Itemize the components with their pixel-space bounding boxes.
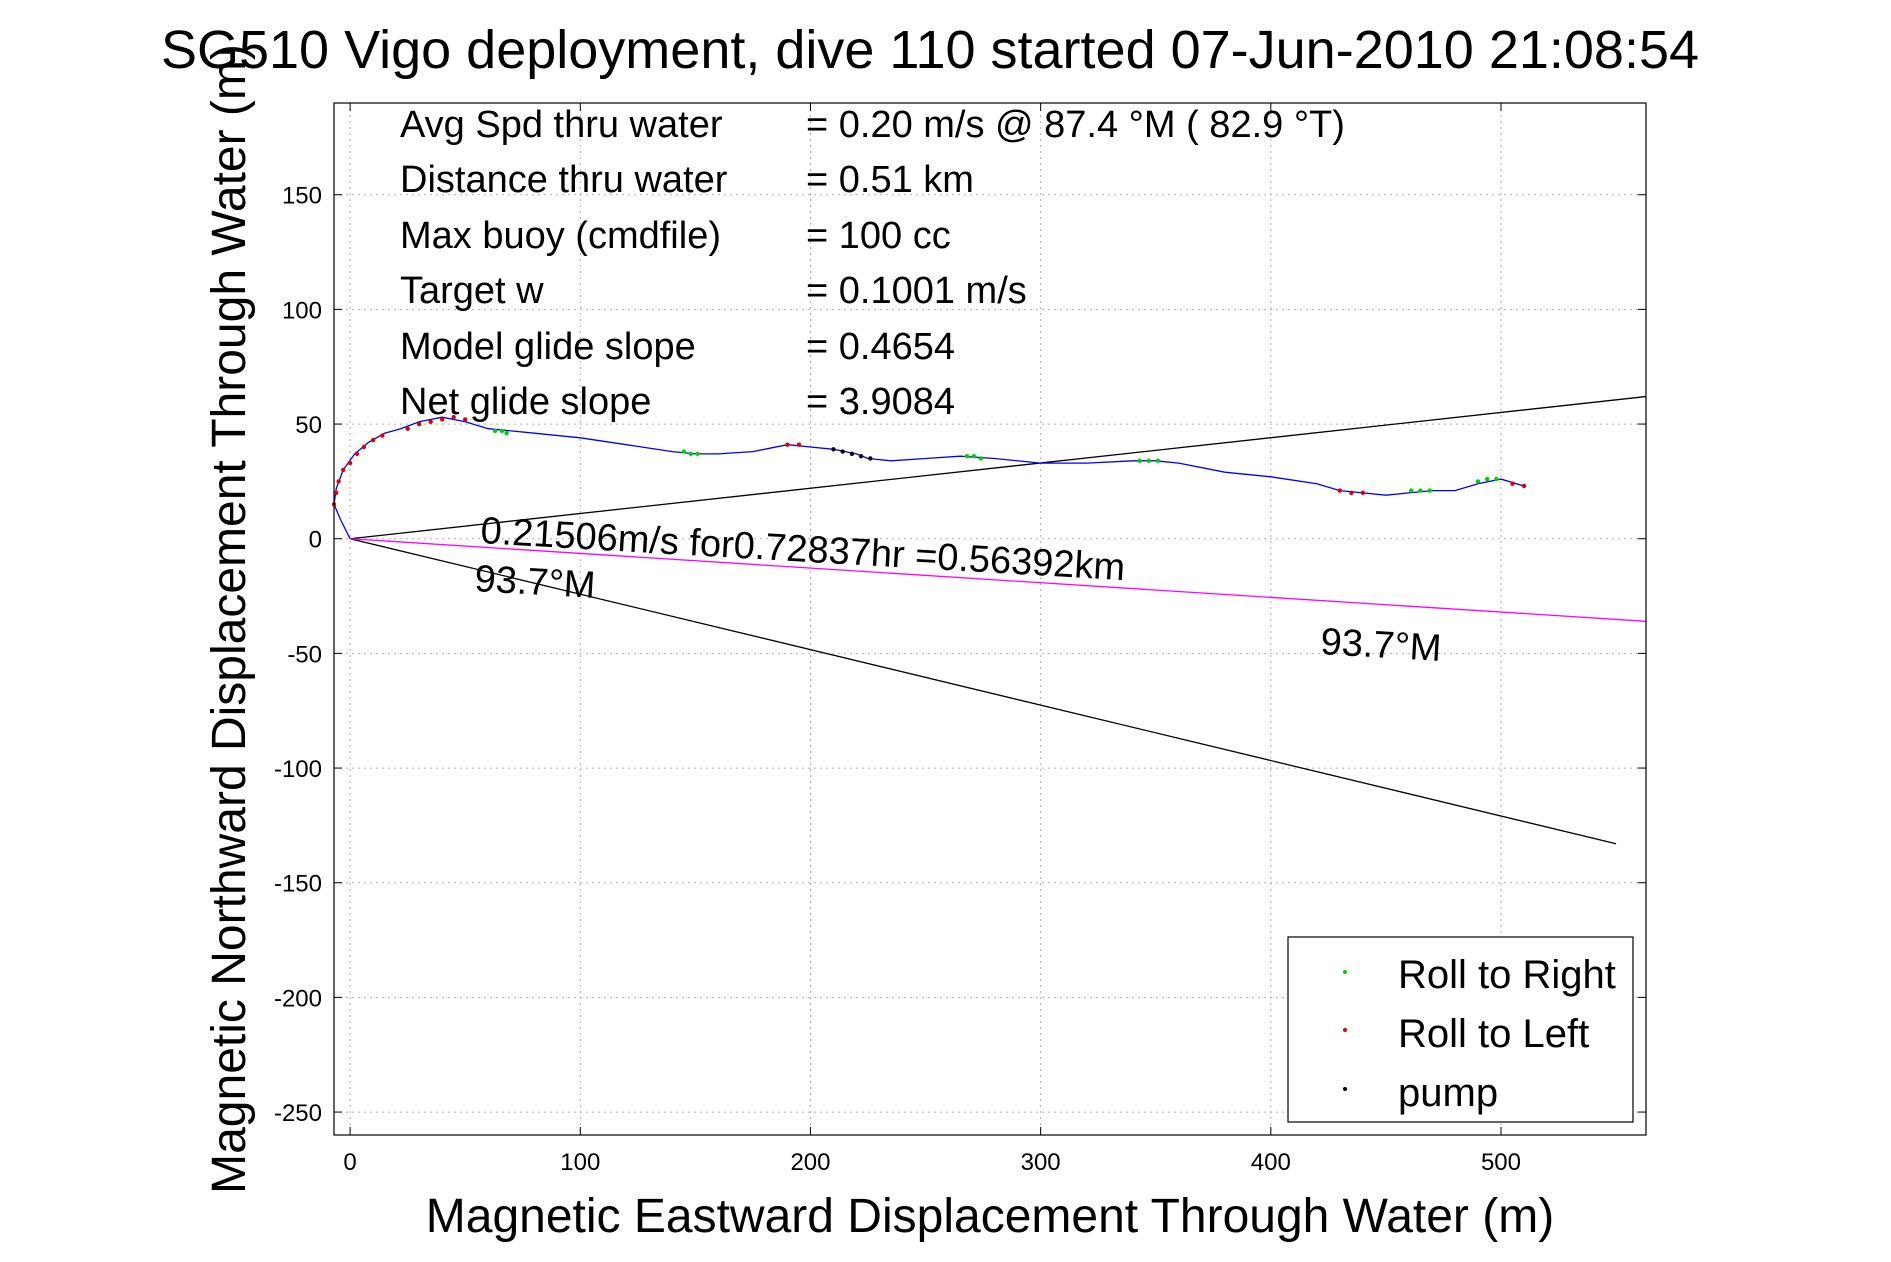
- y-axis-label: Magnetic Northward Displacement Through …: [203, 44, 256, 1194]
- marker-roll-to-right: [971, 453, 977, 459]
- reference-line: [350, 395, 1647, 540]
- marker-roll-to-right: [1418, 488, 1423, 493]
- x-tick-label: 0: [343, 1149, 356, 1176]
- legend-marker-roll-to-right: [1343, 970, 1347, 974]
- marker-roll-to-right: [492, 428, 498, 434]
- marker-roll-to-left: [785, 442, 790, 447]
- info-target-w-value: = 0.1001 m/s: [806, 270, 1027, 312]
- marker-roll-to-left: [439, 417, 445, 422]
- marker-roll-to-right: [978, 456, 983, 461]
- marker-roll-to-left: [354, 451, 360, 457]
- marker-roll-to-left: [1349, 490, 1354, 496]
- marker-roll-to-right: [1484, 476, 1490, 482]
- x-tick-label: 100: [560, 1149, 600, 1176]
- marker-pump: [858, 453, 864, 459]
- y-tick-label: -50: [287, 641, 322, 668]
- info-avg-speed-value: = 0.20 m/s @ 87.4 °M ( 82.9 °T): [806, 104, 1345, 146]
- legend-label-roll-to-right: Roll to Right: [1398, 953, 1616, 997]
- marker-roll-to-right: [1494, 476, 1499, 482]
- chart-title: SG510 Vigo deployment, dive 110 started …: [161, 20, 1699, 80]
- y-tick-label: -100: [274, 756, 322, 783]
- marker-roll-to-left: [1521, 483, 1527, 489]
- marker-roll-to-right: [1409, 488, 1414, 493]
- marker-roll-to-left: [428, 419, 433, 424]
- y-tick-label: -150: [274, 871, 322, 898]
- x-axis-ticks: 0 100 200 300 400 500: [343, 103, 1521, 1176]
- info-max-buoy-value: = 100 cc: [806, 215, 951, 257]
- y-axis-ticks: 150 100 50 0 -50 -100 -150 -200 -250: [274, 183, 1646, 1127]
- info-target-w-label: Target w: [400, 270, 544, 312]
- reference-line: [350, 538, 1647, 622]
- marker-roll-to-right: [1427, 488, 1432, 493]
- marker-roll-to-left: [1360, 490, 1366, 496]
- marker-roll-to-left: [796, 442, 802, 447]
- marker-roll-to-left: [1510, 481, 1515, 486]
- legend-label-pump: pump: [1398, 1071, 1498, 1115]
- marker-roll-to-right: [1137, 458, 1142, 463]
- y-tick-label: 100: [282, 297, 322, 324]
- info-avg-speed-label: Avg Spd thru water: [400, 104, 723, 146]
- heading-annotation: 93.7°M: [1319, 621, 1442, 670]
- marker-roll-to-left: [1337, 488, 1343, 493]
- marker-roll-to-left: [341, 467, 346, 473]
- marker-pump: [840, 449, 845, 454]
- y-tick-label: -250: [274, 1100, 322, 1127]
- y-tick-label: 50: [295, 412, 322, 439]
- x-axis-label: Magnetic Eastward Displacement Through W…: [426, 1190, 1554, 1243]
- y-tick-label: 150: [282, 183, 322, 210]
- marker-roll-to-left: [451, 414, 456, 420]
- info-distance-label: Distance thru water: [400, 159, 728, 201]
- legend-marker-roll-to-left: [1343, 1028, 1347, 1032]
- legend-label-roll-to-left: Roll to Left: [1398, 1012, 1589, 1056]
- info-model-glide-value: = 0.4654: [806, 326, 955, 368]
- marker-roll-to-left: [361, 444, 367, 450]
- markers: [331, 414, 1527, 507]
- marker-pump: [868, 456, 873, 461]
- marker-roll-to-left: [336, 479, 341, 484]
- y-tick-label: 0: [309, 527, 322, 554]
- marker-roll-to-left: [380, 433, 385, 438]
- info-model-glide-label: Model glide slope: [400, 326, 696, 368]
- x-tick-label: 300: [1021, 1149, 1061, 1176]
- x-tick-label: 400: [1251, 1149, 1291, 1176]
- marker-roll-to-left: [370, 437, 376, 443]
- info-block: Avg Spd thru water = 0.20 m/s @ 87.4 °M …: [400, 104, 1345, 423]
- x-tick-label: 500: [1481, 1149, 1521, 1176]
- marker-roll-to-left: [416, 421, 422, 427]
- marker-roll-to-right: [964, 453, 970, 459]
- plot-frame: [333, 102, 1647, 1136]
- current-heading-annotation: 93.7°M: [473, 558, 596, 607]
- marker-pump: [831, 447, 836, 452]
- y-tick-label: -200: [274, 985, 322, 1012]
- marker-roll-to-right: [695, 451, 700, 457]
- marker-pump: [849, 451, 855, 457]
- marker-roll-to-left: [347, 460, 353, 466]
- legend-marker-pump: [1343, 1087, 1347, 1091]
- x-tick-label: 200: [790, 1149, 830, 1176]
- marker-roll-to-left: [334, 490, 339, 496]
- info-net-glide-label: Net glide slope: [400, 381, 651, 423]
- marker-roll-to-right: [688, 451, 693, 457]
- reference-line: [349, 538, 1617, 845]
- marker-roll-to-left: [405, 426, 410, 431]
- legend: Roll to Right Roll to Left pump: [1287, 936, 1634, 1123]
- reference-lines: [349, 395, 1647, 845]
- marker-roll-to-right: [499, 428, 505, 434]
- marker-roll-to-left: [463, 417, 468, 422]
- marker-roll-to-right: [681, 449, 687, 454]
- info-net-glide-value: = 3.9084: [806, 381, 955, 423]
- marker-roll-to-right: [1155, 458, 1161, 463]
- marker-roll-to-right: [1146, 458, 1152, 463]
- info-distance-value: = 0.51 km: [806, 159, 974, 201]
- info-max-buoy-label: Max buoy (cmdfile): [400, 215, 721, 257]
- marker-roll-to-right: [1475, 479, 1481, 484]
- marker-roll-to-right: [504, 431, 509, 436]
